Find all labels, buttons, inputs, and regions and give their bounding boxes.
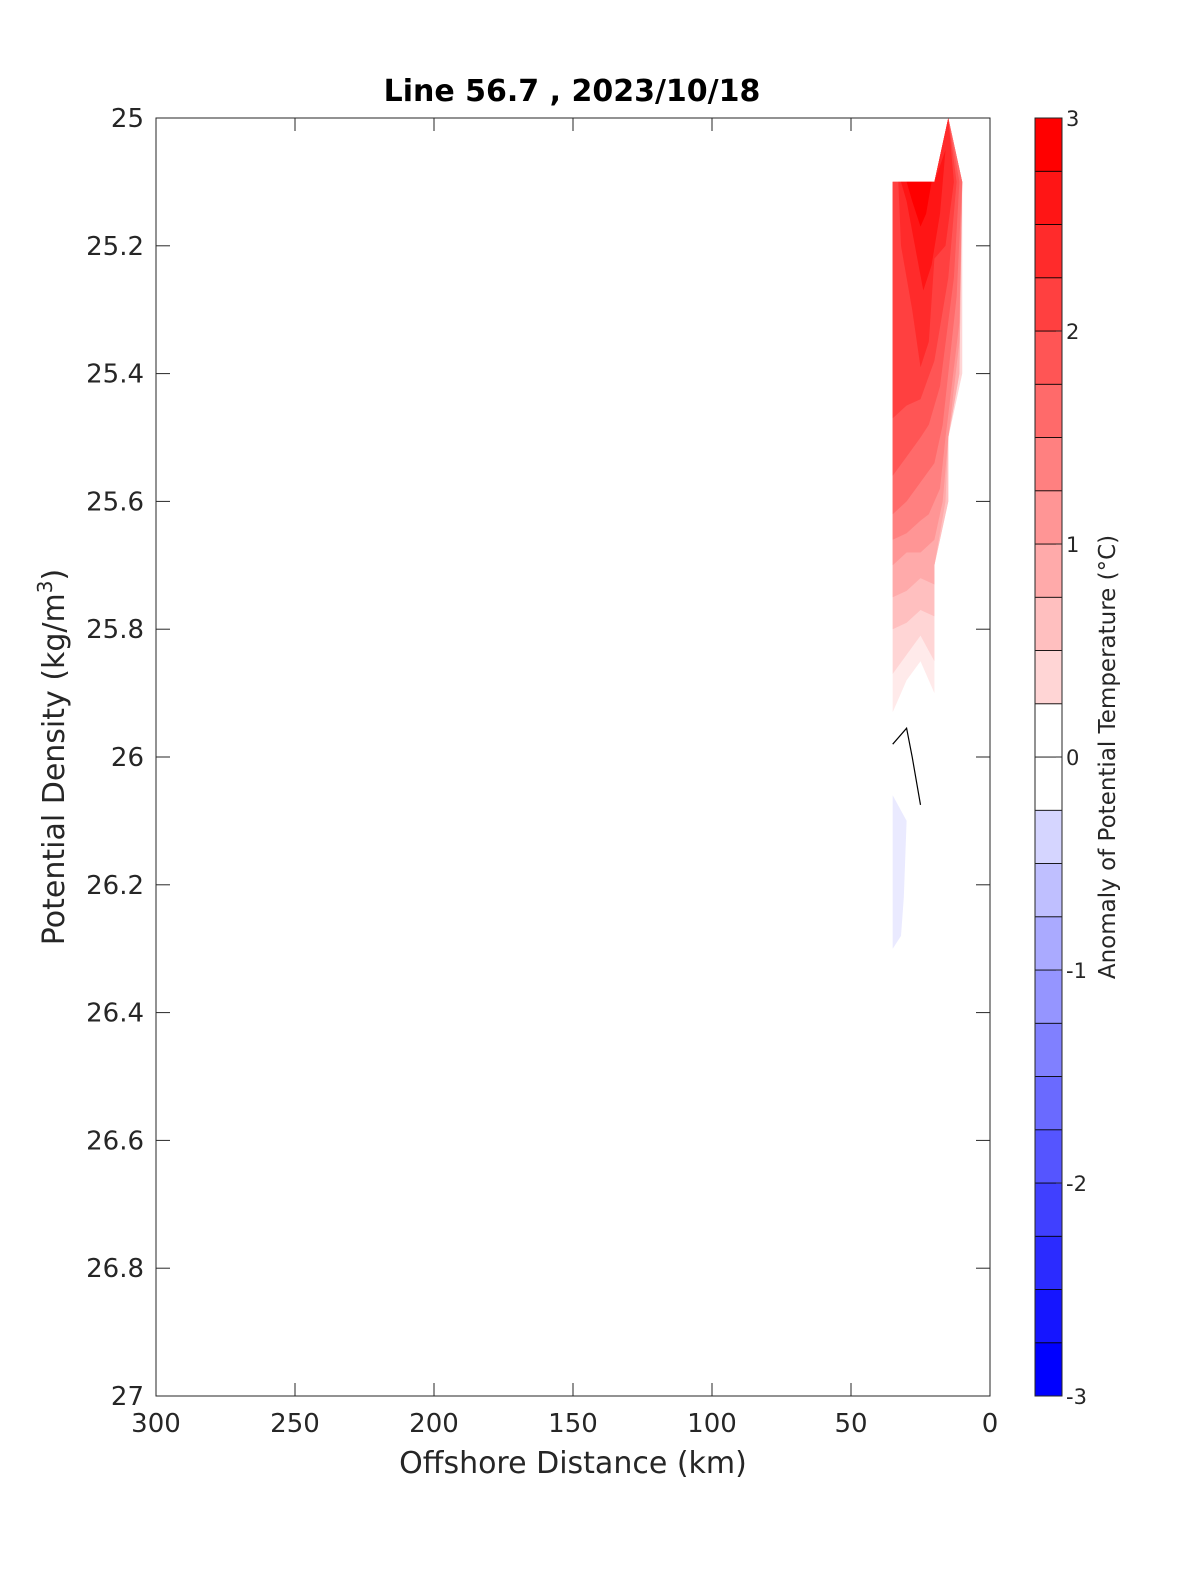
- colorbar-frame: [1034, 117, 1063, 1397]
- contour-fill-level-12: [892, 795, 907, 949]
- y-axis-label: Potential Density (kg/m3): [33, 569, 72, 945]
- chart-title: Line 56.7 , 2023/10/18: [384, 74, 761, 109]
- colorbar-band: [1034, 596, 1063, 651]
- colorbar-band: [1034, 1235, 1063, 1290]
- colorbar-tick-label-1: 1: [1066, 533, 1079, 557]
- y-tick-label-26: 26: [111, 743, 144, 773]
- x-tick-label-0: 0: [982, 1409, 999, 1439]
- colorbar-band: [1034, 703, 1063, 758]
- colorbar-band: [1034, 170, 1063, 225]
- y-axis-label-superscript: 3: [33, 580, 57, 593]
- colorbar-tick-label--1: -1: [1066, 959, 1087, 983]
- colorbar-ticks: 3 2 1 0 -1 -2 -3: [1056, 107, 1087, 1409]
- y-tick-label-25: 25: [111, 104, 144, 134]
- y-axis-label-close: ): [37, 569, 72, 581]
- colorbar-band: [1034, 1022, 1063, 1077]
- colorbar-tick-label-0: 0: [1066, 746, 1079, 770]
- y-tick-label-26.8: 26.8: [86, 1254, 144, 1284]
- colorbar-band: [1034, 117, 1063, 172]
- x-tick-label-250: 250: [270, 1409, 320, 1439]
- colorbar-label: Anomaly of Potential Temperature (°C): [1095, 535, 1121, 979]
- colorbar-tick-label--3: -3: [1066, 1385, 1087, 1409]
- y-tick-label-27: 27: [111, 1382, 144, 1412]
- y-tick-label-26.4: 26.4: [86, 999, 144, 1029]
- y-tick-label-26.6: 26.6: [86, 1126, 144, 1156]
- y-tick-label-25.4: 25.4: [86, 360, 144, 390]
- y-tick-label-25.8: 25.8: [86, 615, 144, 645]
- plot-frame: [155, 117, 991, 1397]
- colorbar-band: [1034, 1342, 1063, 1397]
- y-axis-label-main: Potential Density (kg/m: [37, 593, 72, 945]
- colorbar-tick-label--2: -2: [1066, 1172, 1087, 1196]
- colorbar: [1034, 117, 1063, 1397]
- colorbar-band: [1034, 969, 1063, 1024]
- colorbar-tick-label-3: 3: [1066, 107, 1079, 131]
- y-tick-label-25.6: 25.6: [86, 487, 144, 517]
- plot-area: [156, 118, 990, 1396]
- y-axis-ticks: 25 25.2 25.4 25.6 25.8 26 26.2 26.4 26.6 26.8 27: [86, 104, 990, 1412]
- x-axis-label: Offshore Distance (km): [399, 1446, 747, 1481]
- x-tick-label-50: 50: [834, 1409, 867, 1439]
- colorbar-band: [1034, 1182, 1063, 1237]
- colorbar-band: [1034, 437, 1063, 492]
- contour-fills: [892, 118, 963, 949]
- colorbar-tick-label-2: 2: [1066, 320, 1079, 344]
- colorbar-band: [1034, 490, 1063, 545]
- colorbar-band: [1034, 1129, 1063, 1184]
- colorbar-band: [1034, 1289, 1063, 1344]
- colorbar-band: [1034, 543, 1063, 598]
- contour-line-zero-0: [892, 726, 922, 806]
- colorbar-band: [1034, 277, 1063, 332]
- x-tick-label-150: 150: [548, 1409, 598, 1439]
- colorbar-band: [1034, 916, 1063, 971]
- x-tick-label-200: 200: [409, 1409, 459, 1439]
- contour-lines: [892, 726, 922, 806]
- colorbar-band: [1034, 1076, 1063, 1131]
- colorbar-band: [1034, 224, 1063, 279]
- colorbar-band: [1034, 650, 1063, 705]
- colorbar-band: [1034, 330, 1063, 385]
- colorbar-band: [1034, 863, 1063, 918]
- colorbar-band: [1034, 756, 1063, 811]
- y-tick-label-25.2: 25.2: [86, 232, 144, 262]
- colorbar-band: [1034, 383, 1063, 438]
- contour-fill-level-11: [906, 181, 932, 227]
- y-tick-label-26.2: 26.2: [86, 871, 144, 901]
- x-tick-label-300: 300: [131, 1409, 181, 1439]
- x-tick-label-100: 100: [687, 1409, 737, 1439]
- colorbar-band: [1034, 809, 1063, 864]
